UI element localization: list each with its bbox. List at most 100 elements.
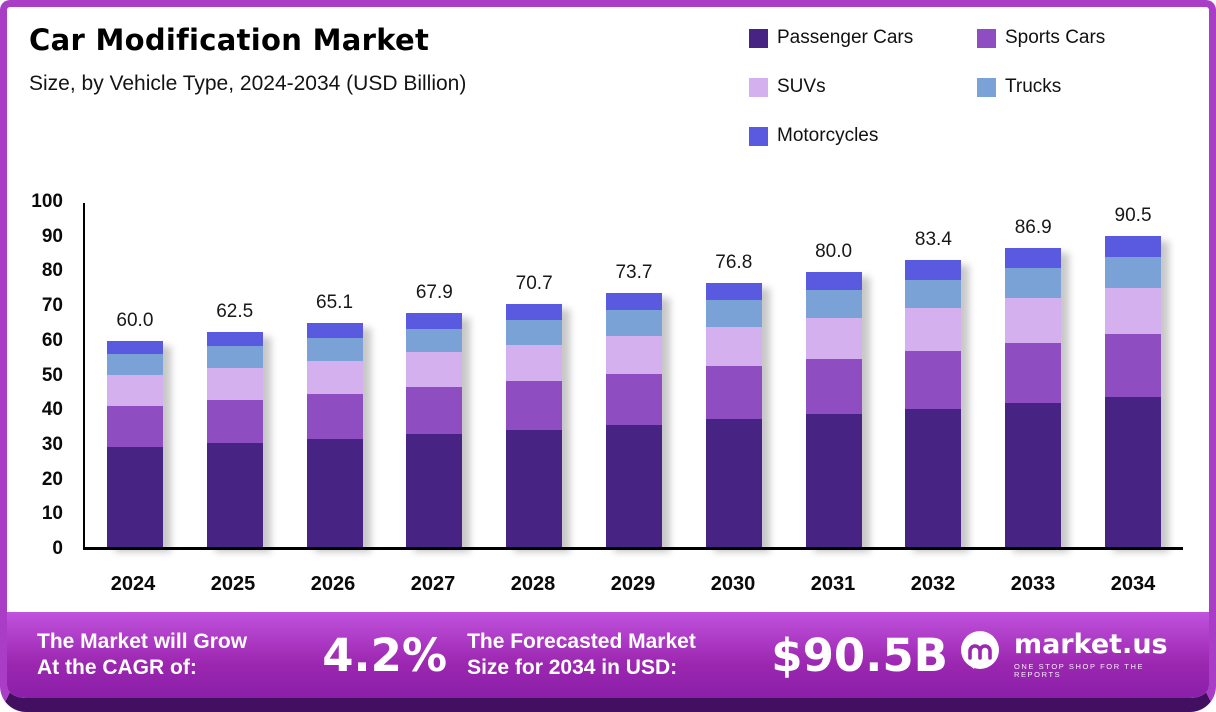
cagr-label-line2: At the CAGR of: [37, 656, 197, 679]
bar-segment-passenger-cars [206, 443, 263, 547]
x-axis-labels: 2024 2025 2026 2027 2028 2029 2030 2031 2032 2033… [83, 573, 1183, 596]
legend-label: Sports Cars [1005, 27, 1106, 48]
bar-segment-trucks [805, 290, 862, 318]
bar-stack [506, 303, 563, 547]
y-tick-label: 30 [41, 433, 63, 455]
bar-group: 76.8 [684, 203, 784, 547]
bar-segment-suvs [206, 367, 263, 401]
bar-segment-passenger-cars [905, 408, 962, 547]
bar-stack [406, 313, 463, 547]
bar-segment-trucks [1005, 268, 1062, 299]
bar-segment-motorcycles [306, 323, 363, 339]
bar-segment-motorcycles [905, 260, 962, 280]
y-tick-label: 50 [41, 364, 63, 386]
x-axis-label: 2032 [910, 573, 956, 595]
x-axis-label: 2024 [110, 573, 156, 595]
legend-swatch [749, 28, 768, 48]
bar-total-label: 83.4 [914, 229, 952, 251]
legend-item: Motorcycles [749, 125, 977, 147]
bar-segment-suvs [1105, 287, 1162, 335]
bar-segment-sports-cars [905, 351, 962, 409]
bar-segment-motorcycles [605, 293, 662, 311]
y-tick-label: 40 [41, 399, 63, 421]
bar-group: 60.0 [85, 203, 185, 547]
legend-label: Passenger Cars [777, 27, 914, 48]
bar-segment-suvs [306, 360, 363, 395]
bar-segment-motorcycles [1005, 248, 1062, 269]
legend-swatch [977, 77, 996, 97]
cagr-value: 4.2% [322, 628, 448, 682]
legend-label: Motorcycles [777, 125, 879, 146]
bar-segment-sports-cars [805, 359, 862, 415]
plot: 60.0 62.5 65.1 67.9 70.7 73.7 76.8 80.0 83.4 86.9… [83, 203, 1183, 550]
bar-segment-trucks [506, 320, 563, 345]
bar-group: 90.5 [1083, 203, 1183, 547]
bar-segment-suvs [605, 335, 662, 374]
y-tick-label: 100 [31, 191, 63, 212]
bar-segment-passenger-cars [106, 447, 163, 547]
bar-total-label: 90.5 [1114, 204, 1152, 226]
bar-segment-suvs [905, 308, 962, 352]
bar-segment-motorcycles [206, 331, 263, 347]
y-tick-label: 70 [41, 295, 63, 317]
y-axis: 100 90 80 70 60 50 40 30 20 10 0 [7, 191, 69, 559]
bar-group: 80.0 [784, 203, 884, 547]
legend-label: SUVs [777, 76, 826, 97]
bar-total-label: 62.5 [216, 301, 254, 322]
bar-segment-suvs [1005, 298, 1062, 344]
bar-segment-motorcycles [1105, 235, 1162, 257]
bar-segment-sports-cars [106, 405, 163, 448]
x-axis-label: 2025 [210, 573, 256, 595]
bar-total-label: 65.1 [316, 292, 354, 314]
bar-segment-trucks [905, 279, 962, 309]
bar-total-label: 60.0 [116, 309, 154, 331]
chart-header: Car Modification Market Size, by Vehicle… [7, 7, 1209, 155]
bar-segment-suvs [705, 326, 762, 367]
brand-logo: market.us ONE STOP SHOP FOR THE REPORTS [956, 629, 1183, 682]
cagr-label-line1: The Market will Grow [37, 629, 248, 653]
bar-total-label: 67.9 [415, 282, 453, 304]
legend-swatch [749, 77, 768, 97]
bar-group: 86.9 [983, 203, 1083, 547]
bar-group: 83.4 [884, 203, 984, 547]
bar-segment-trucks [206, 346, 263, 368]
bar-stack [106, 340, 163, 547]
bar-stack [705, 282, 762, 547]
bar-group: 65.1 [285, 203, 385, 547]
bar-group: 70.7 [484, 203, 584, 547]
bar-segment-passenger-cars [506, 429, 563, 547]
bar-segment-suvs [506, 344, 563, 382]
legend-item: Trucks [977, 76, 1173, 98]
bar-total-label: 73.7 [615, 262, 653, 284]
bar-segment-sports-cars [1005, 343, 1062, 403]
bar-segment-trucks [605, 310, 662, 336]
legend-item: SUVs [749, 76, 977, 98]
bar-stack [306, 323, 363, 547]
y-tick-label: 20 [41, 468, 63, 490]
bar-segment-sports-cars [406, 387, 463, 435]
bar-segment-passenger-cars [605, 424, 662, 547]
chart-subtitle: Size, by Vehicle Type, 2024-2034 (USD Bi… [29, 72, 467, 95]
forecast-label: The Forecasted Market Size for 2034 in U… [467, 629, 763, 682]
y-tick-label: 0 [52, 538, 63, 559]
legend-item: Sports Cars [977, 27, 1173, 49]
bar-segment-passenger-cars [406, 434, 463, 547]
bar-group: 62.5 [185, 203, 285, 547]
x-axis-label: 2033 [1010, 573, 1056, 595]
bar-segment-trucks [106, 354, 163, 376]
legend-item: Passenger Cars [749, 27, 977, 49]
y-tick-label: 10 [41, 503, 63, 525]
cagr-label: The Market will Grow At the CAGR of: [37, 629, 314, 682]
bar-segment-sports-cars [705, 366, 762, 420]
legend-swatch [977, 28, 996, 48]
bar-segment-passenger-cars [805, 414, 862, 547]
bar-segment-passenger-cars [705, 419, 762, 547]
bar-segment-sports-cars [605, 373, 662, 425]
bar-total-label: 86.9 [1014, 217, 1052, 239]
bar-stack [1105, 235, 1162, 547]
bar-segment-sports-cars [1105, 334, 1162, 397]
bar-segment-motorcycles [106, 340, 163, 355]
forecast-label-line1: The Forecasted Market [467, 629, 696, 653]
x-axis-label: 2027 [410, 573, 456, 595]
